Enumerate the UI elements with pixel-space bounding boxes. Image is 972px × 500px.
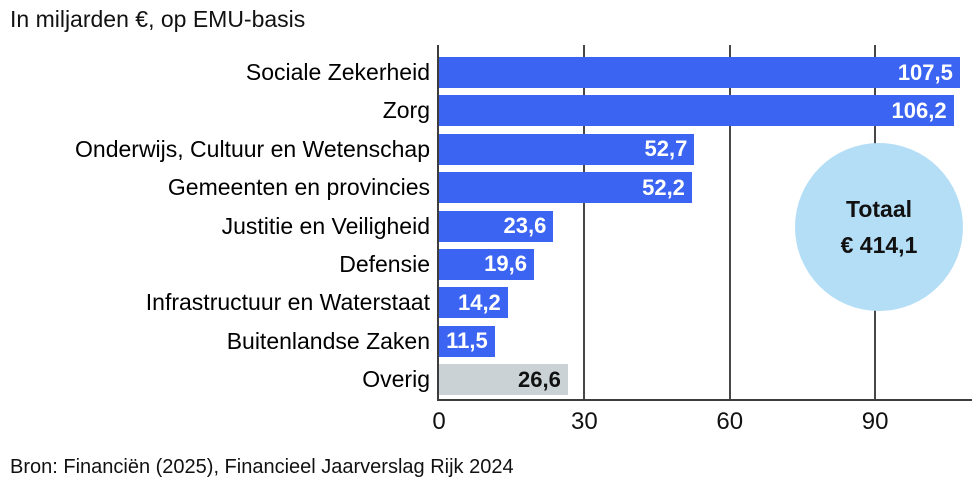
bar-track: 52,2 (439, 172, 972, 204)
bar: 19,6 (439, 248, 534, 280)
source-note: Bron: Financiën (2025), Financieel Jaarv… (10, 456, 514, 478)
bar: 26,6 (439, 364, 568, 395)
total-circle-badge: Totaal € 414,1 (795, 143, 963, 311)
bar-value-label: 19,6 (484, 251, 527, 277)
bar-row: Zorg 106,2 (0, 95, 972, 127)
bar: 11,5 (439, 325, 495, 357)
bar-value-label: 14,2 (457, 289, 501, 315)
bar-value-label: 52,2 (642, 174, 685, 200)
bar: 23,6 (439, 210, 554, 242)
category-label: Sociale Zekerheid (245, 59, 430, 85)
bar-track: 19,6 (439, 248, 972, 280)
bar-value-label: 106,2 (891, 97, 947, 123)
bar: 106,2 (439, 95, 954, 127)
gridline-30 (583, 45, 586, 399)
bar-track: 11,5 (439, 325, 972, 357)
bar-value-label: 52,7 (644, 136, 688, 162)
bar-row: Overig 26,6 (0, 364, 972, 395)
total-value: € 414,1 (840, 231, 918, 258)
bar-row: Buitenlandse Zaken 11,5 (0, 325, 972, 357)
bar: 107,5 (439, 57, 960, 88)
category-label: Defensie (339, 250, 430, 277)
bar-row: Onderwijs, Cultuur en Wetenschap 52,7 (0, 133, 972, 165)
x-tick-label-0: 0 (432, 408, 446, 435)
bar-track: 52,7 (439, 133, 972, 165)
gridline-60 (728, 45, 731, 399)
category-label: Infrastructuur en Waterstaat (145, 289, 430, 316)
x-tick-label-30: 30 (571, 408, 598, 435)
bar-row: Infrastructuur en Waterstaat 14,2 (0, 287, 972, 319)
bar-value-label: 26,6 (518, 366, 561, 392)
bar-value-label: 23,6 (503, 213, 547, 238)
bar-row: Justitie en Veiligheid 23,6 (0, 210, 972, 242)
bar-track: 106,2 (439, 95, 972, 127)
category-label: Onderwijs, Cultuur en Wetenschap (75, 135, 430, 162)
category-label: Overig (362, 366, 430, 392)
bar: 52,2 (439, 172, 692, 204)
bar: 14,2 (439, 287, 508, 319)
total-label: Totaal (845, 195, 913, 222)
category-label: Buitenlandse Zaken (226, 327, 430, 354)
category-label: Gemeenten en provincies (167, 174, 430, 201)
bar-track: 26,6 (439, 364, 972, 395)
bar-value-label: 107,5 (897, 59, 953, 85)
category-label: Justitie en Veiligheid (221, 212, 430, 239)
bar-track: 23,6 (439, 210, 972, 242)
bar-row: Gemeenten en provincies 52,2 (0, 172, 972, 204)
category-label: Zorg (382, 97, 430, 124)
x-tick-label-90: 90 (861, 408, 889, 435)
bar-track: 14,2 (439, 287, 972, 319)
x-axis-tick-labels: 0 30 60 90 (432, 408, 972, 440)
bar: 52,7 (439, 133, 695, 165)
bar-value-label: 11,5 (446, 328, 488, 354)
bar-rows: Sociale Zekerheid 107,5 Zorg 106,2 Onderwijs… (0, 45, 972, 399)
x-tick-label-60: 60 (716, 408, 744, 435)
bar-row: Defensie 19,6 (0, 248, 972, 280)
chart-title: In miljarden €, op EMU-basis (10, 6, 306, 32)
bar-track: 107,5 (439, 57, 972, 88)
bar-row: Sociale Zekerheid 107,5 (0, 57, 972, 88)
